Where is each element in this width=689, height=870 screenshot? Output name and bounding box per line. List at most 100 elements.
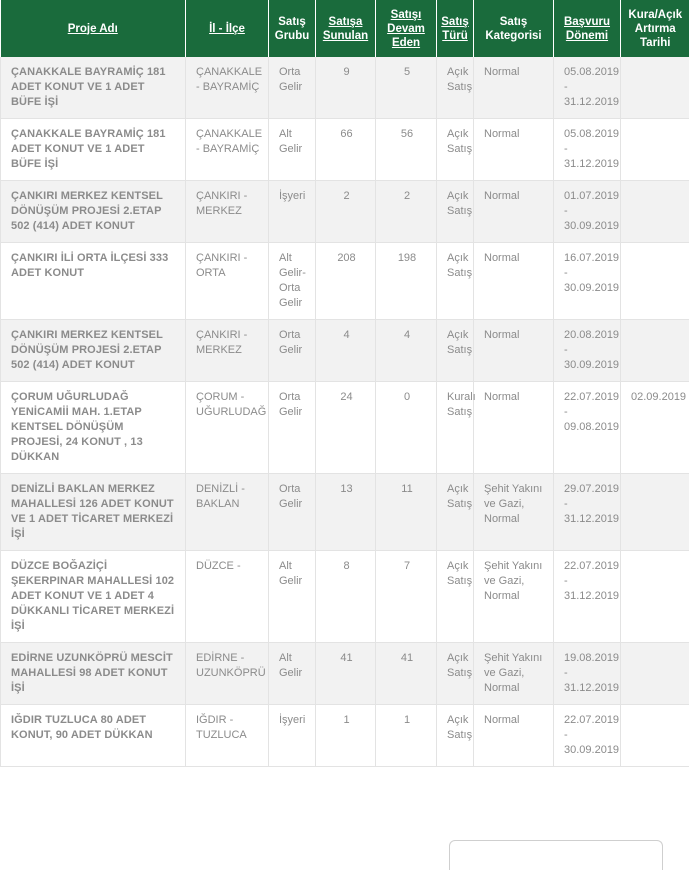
column-header-label[interactable]: Dönemi (566, 30, 608, 42)
column-header-label[interactable]: Eden (392, 37, 420, 49)
column-header-label[interactable]: Satış (441, 16, 469, 28)
cell-donem: 22.07.2019 - 31.12.2019 (554, 551, 621, 643)
column-header-label: Satış (500, 16, 528, 28)
cell-kura (621, 705, 689, 767)
cell-devam: 11 (376, 474, 437, 551)
cell-tur: Açık Satış (437, 643, 474, 705)
cell-donem: 19.08.2019 - 31.12.2019 (554, 643, 621, 705)
cell-kura (621, 57, 689, 119)
cell-donem: 05.08.2019 - 31.12.2019 (554, 119, 621, 181)
cell-donem: 05.08.2019 - 31.12.2019 (554, 57, 621, 119)
column-header-devam[interactable]: Satışı Devam Eden (376, 0, 437, 57)
column-header-label[interactable]: Proje Adı (68, 23, 118, 35)
cell-grup: İşyeri (269, 705, 316, 767)
cell-tur: Açık Satış (437, 119, 474, 181)
cell-kura (621, 243, 689, 320)
cell-ilice: ÇANAKKALE - BAYRAMİÇ (186, 57, 269, 119)
cell-grup: Orta Gelir (269, 57, 316, 119)
cell-sunulan: 41 (316, 643, 376, 705)
cell-sunulan: 24 (316, 382, 376, 474)
column-header-donem[interactable]: Başvuru Dönemi (554, 0, 621, 57)
table-row[interactable]: ÇANAKKALE BAYRAMİÇ 181 ADET KONUT VE 1 A… (1, 57, 689, 119)
table-row[interactable]: IĞDIR TUZLUCA 80 ADET KONUT, 90 ADET DÜK… (1, 705, 689, 767)
cell-devam: 7 (376, 551, 437, 643)
cell-proje: ÇANAKKALE BAYRAMİÇ 181 ADET KONUT VE 1 A… (1, 57, 186, 119)
cell-donem: 01.07.2019 - 30.09.2019 (554, 181, 621, 243)
cell-ilice: DENİZLİ - BAKLAN (186, 474, 269, 551)
cell-proje: IĞDIR TUZLUCA 80 ADET KONUT, 90 ADET DÜK… (1, 705, 186, 767)
cell-grup: Alt Gelir (269, 119, 316, 181)
cell-kat: Normal (474, 320, 554, 382)
column-header-label[interactable]: Sunulan (323, 30, 368, 42)
cell-ilice: ÇANKIRI - MERKEZ (186, 181, 269, 243)
column-header-label[interactable]: İl - İlçe (209, 23, 245, 35)
cell-kat: Şehit Yakını ve Gazi, Normal (474, 643, 554, 705)
cell-devam: 41 (376, 643, 437, 705)
cell-kura (621, 643, 689, 705)
cell-kura (621, 474, 689, 551)
cell-tur: Açık Satış (437, 551, 474, 643)
column-header-label[interactable]: Devam (387, 23, 425, 35)
cell-tur: Açık Satış (437, 181, 474, 243)
column-header-proje[interactable]: Proje Adı (1, 0, 186, 57)
column-header-label: Kategorisi (485, 30, 541, 42)
column-header-kat: Satış Kategorisi (474, 0, 554, 57)
column-header-label[interactable]: Satışa (329, 16, 363, 28)
cell-donem: 20.08.2019 - 30.09.2019 (554, 320, 621, 382)
column-header-label: Artırma (635, 23, 676, 35)
cell-kura (621, 181, 689, 243)
table-row[interactable]: ÇORUM UĞURLUDAĞ YENİCAMİİ MAH. 1.ETAP KE… (1, 382, 689, 474)
cell-proje: ÇANKIRI MERKEZ KENTSEL DÖNÜŞÜM PROJESİ 2… (1, 181, 186, 243)
column-header-sunulan[interactable]: Satışa Sunulan (316, 0, 376, 57)
cell-donem: 22.07.2019 - 09.08.2019 (554, 382, 621, 474)
cell-kat: Normal (474, 119, 554, 181)
table-row[interactable]: ÇANAKKALE BAYRAMİÇ 181 ADET KONUT VE 1 A… (1, 119, 689, 181)
cell-devam: 1 (376, 705, 437, 767)
cell-ilice: ÇANAKKALE - BAYRAMİÇ (186, 119, 269, 181)
cell-kat: Normal (474, 243, 554, 320)
cell-kura (621, 119, 689, 181)
column-header-label[interactable]: Satışı (391, 9, 422, 21)
cell-grup: Alt Gelir (269, 551, 316, 643)
table-row[interactable]: ÇANKIRI MERKEZ KENTSEL DÖNÜŞÜM PROJESİ 2… (1, 181, 689, 243)
cell-sunulan: 66 (316, 119, 376, 181)
table-row[interactable]: DÜZCE BOĞAZİÇİ ŞEKERPINAR MAHALLESİ 102 … (1, 551, 689, 643)
cell-donem: 29.07.2019 - 31.12.2019 (554, 474, 621, 551)
bottom-popup-panel[interactable] (449, 840, 663, 870)
cell-kura: 02.09.2019 (621, 382, 689, 474)
column-header-label: Satış (278, 16, 306, 28)
column-header-label[interactable]: Başvuru (564, 16, 610, 28)
cell-proje: DENİZLİ BAKLAN MERKEZ MAHALLESİ 126 ADET… (1, 474, 186, 551)
cell-tur: Açık Satış (437, 243, 474, 320)
cell-grup: Alt Gelir-Orta Gelir (269, 243, 316, 320)
table-row[interactable]: EDİRNE UZUNKÖPRÜ MESCİT MAHALLESİ 98 ADE… (1, 643, 689, 705)
cell-devam: 4 (376, 320, 437, 382)
cell-ilice: IĞDIR - TUZLUCA (186, 705, 269, 767)
cell-devam: 198 (376, 243, 437, 320)
cell-kat: Şehit Yakını ve Gazi, Normal (474, 551, 554, 643)
cell-proje: ÇANKIRI MERKEZ KENTSEL DÖNÜŞÜM PROJESİ 2… (1, 320, 186, 382)
cell-grup: İşyeri (269, 181, 316, 243)
cell-ilice: ÇANKIRI - ORTA (186, 243, 269, 320)
cell-grup: Orta Gelir (269, 382, 316, 474)
cell-grup: Orta Gelir (269, 474, 316, 551)
cell-proje: ÇANKIRI İLİ ORTA İLÇESİ 333 ADET KONUT (1, 243, 186, 320)
table-row[interactable]: ÇANKIRI MERKEZ KENTSEL DÖNÜŞÜM PROJESİ 2… (1, 320, 689, 382)
cell-sunulan: 13 (316, 474, 376, 551)
cell-grup: Orta Gelir (269, 320, 316, 382)
cell-ilice: ÇANKIRI - MERKEZ (186, 320, 269, 382)
column-header-label[interactable]: Türü (442, 30, 468, 42)
column-header-ilice[interactable]: İl - İlçe (186, 0, 269, 57)
cell-proje: ÇORUM UĞURLUDAĞ YENİCAMİİ MAH. 1.ETAP KE… (1, 382, 186, 474)
cell-kura (621, 551, 689, 643)
table-row[interactable]: DENİZLİ BAKLAN MERKEZ MAHALLESİ 126 ADET… (1, 474, 689, 551)
cell-devam: 2 (376, 181, 437, 243)
column-header-tur[interactable]: Satış Türü (437, 0, 474, 57)
cell-devam: 5 (376, 57, 437, 119)
cell-sunulan: 9 (316, 57, 376, 119)
